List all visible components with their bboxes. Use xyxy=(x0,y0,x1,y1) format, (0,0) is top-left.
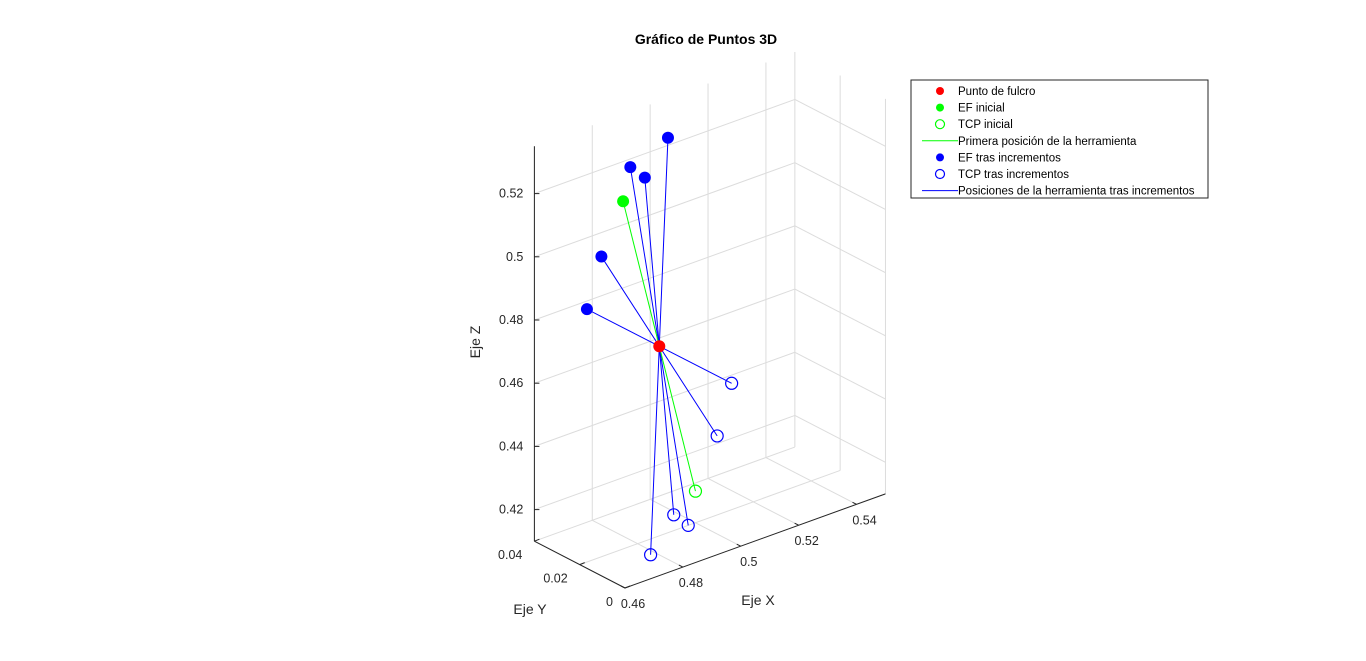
axes-layer: 0.46 0.48 0.5 0.52 0.54 0 0.02 0.04 0.42 0.44 0.46… xyxy=(498,146,886,611)
x-tick-mark xyxy=(678,564,684,568)
y-axis-label: Eje Y xyxy=(513,601,547,617)
sidewall-gridline-z xyxy=(794,415,886,463)
legend-entry-label: Primera posición de la herramienta xyxy=(958,136,1137,148)
legend-entry-label: EF tras incrementos xyxy=(958,152,1061,164)
legend: Punto de fulcro EF inicial TCP inicial Prim… xyxy=(910,79,1209,199)
tcp-increment-point xyxy=(681,518,695,532)
z-tick-label: 0.46 xyxy=(499,376,523,390)
x-tick-label: 0.52 xyxy=(794,534,818,548)
tcp-increment-point xyxy=(644,548,658,562)
z-tick-label: 0.44 xyxy=(499,439,523,453)
grid-layer xyxy=(533,52,886,589)
sidewall-gridline-z xyxy=(794,99,886,147)
backwall-gridline-z xyxy=(534,98,796,195)
x-tick-mark xyxy=(794,522,799,526)
fulcrum-point xyxy=(653,340,666,353)
ef-increment-point xyxy=(595,250,608,263)
legend-entry-label: EF inicial xyxy=(958,103,1005,115)
x-tick-mark xyxy=(852,501,857,505)
z-tick-label: 0.42 xyxy=(499,503,523,517)
y-tick-label: 0.04 xyxy=(498,548,522,562)
ef-initial-point xyxy=(617,195,630,208)
ef-increment-point xyxy=(580,303,593,316)
backwall-gridline-z xyxy=(534,414,796,511)
legend-marker-swatch xyxy=(934,119,946,130)
z-tick-label: 0.48 xyxy=(499,313,523,327)
legend-entry-label: Posiciones de la herramienta tras increm… xyxy=(958,186,1195,198)
legend-marker-swatch xyxy=(936,87,944,95)
legend-entry-label: TCP inicial xyxy=(958,119,1013,131)
chart-title: Gráfico de Puntos 3D xyxy=(635,31,777,47)
y-tick-label: 0.02 xyxy=(543,572,567,586)
ef-increment-point xyxy=(638,171,651,184)
sidewall-gridline-z xyxy=(794,288,886,337)
y-tick-mark xyxy=(624,585,631,589)
x-axis-line xyxy=(624,493,886,589)
floor-gridline-y xyxy=(579,469,841,566)
z-tick-label: 0.5 xyxy=(506,250,523,264)
legend-box xyxy=(910,79,1209,199)
ef-increment-point xyxy=(624,161,637,174)
y-tick-mark xyxy=(579,562,585,566)
z-tick-label: 0.52 xyxy=(499,187,523,201)
y-tick-mark xyxy=(534,538,540,542)
sidewall-gridline-z xyxy=(794,351,886,400)
x-axis-label: Eje X xyxy=(741,592,775,608)
points-layer xyxy=(580,131,739,562)
backwall-gridline-z xyxy=(534,288,796,384)
tcp-increment-point xyxy=(725,376,739,390)
x-tick-label: 0.48 xyxy=(679,576,703,590)
ef-increment-point xyxy=(661,131,674,144)
x-tick-label: 0.46 xyxy=(621,597,645,611)
y-tick-label: 0 xyxy=(606,595,613,609)
tcp-increment-point xyxy=(667,508,681,522)
legend-marker-swatch xyxy=(936,103,944,112)
sidewall-gridline-z xyxy=(794,225,886,274)
legend-entry-label: TCP tras incrementos xyxy=(958,169,1069,181)
sidewall-gridline-z xyxy=(794,162,886,210)
x-tick-label: 0.54 xyxy=(852,513,876,527)
x-tick-label: 0.5 xyxy=(740,555,757,569)
floor-gridline-y xyxy=(534,446,796,542)
tcp-increment-point xyxy=(710,429,724,443)
x-tick-mark xyxy=(620,585,626,589)
x-tick-mark xyxy=(736,543,741,547)
z-axis-label: Eje Z xyxy=(467,325,483,358)
backwall-gridline-z xyxy=(534,225,796,321)
legend-marker-swatch xyxy=(936,153,944,162)
tcp-initial-point xyxy=(688,484,703,498)
legend-marker-swatch xyxy=(934,168,946,180)
backwall-gridline-z xyxy=(534,351,796,447)
legend-entry-label: Punto de fulcro xyxy=(958,86,1035,98)
